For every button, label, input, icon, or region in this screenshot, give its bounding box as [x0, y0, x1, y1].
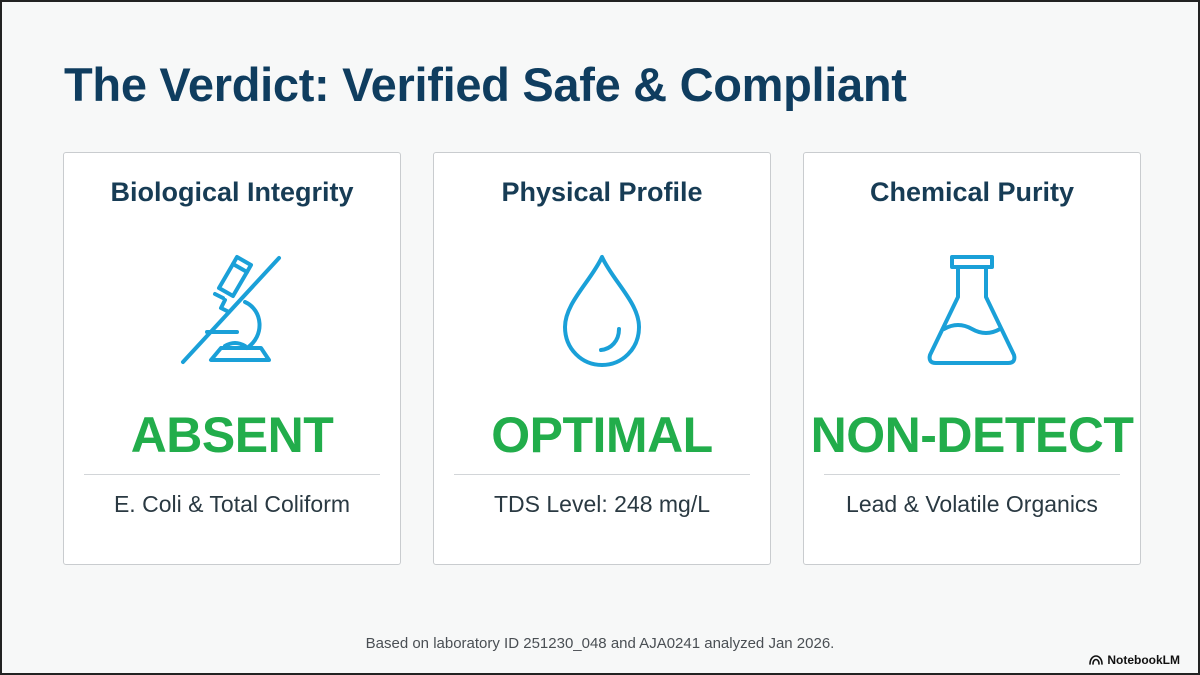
card-detail: Lead & Volatile Organics	[846, 491, 1098, 517]
card-heading: Chemical Purity	[869, 177, 1075, 207]
card-chemical-purity: Chemical Purity NON-DETECT Lead & Volati…	[803, 152, 1141, 565]
card-divider	[824, 474, 1120, 475]
microscope-crossed-icon	[64, 248, 400, 373]
status-value: OPTIMAL	[491, 407, 713, 463]
water-drop-icon	[434, 248, 770, 373]
status-value: ABSENT	[130, 407, 334, 463]
card-biological-integrity: Biological Integrity ABSENT	[63, 152, 401, 565]
slide-title: The Verdict: Verified Safe & Compliant	[64, 58, 907, 111]
notebooklm-icon	[1089, 655, 1104, 665]
card-heading: Biological Integrity	[110, 177, 354, 207]
status-value: NON-DETECT	[810, 407, 1134, 463]
card-physical-profile: Physical Profile OPTIMAL TDS Level: 248 …	[433, 152, 771, 565]
brand-logo: NotebookLM	[1089, 653, 1180, 667]
brand-name: NotebookLM	[1107, 653, 1180, 667]
card-divider	[454, 474, 750, 475]
card-heading: Physical Profile	[501, 177, 703, 207]
footnote: Based on laboratory ID 251230_048 and AJ…	[365, 635, 835, 652]
card-divider	[84, 474, 380, 475]
flask-icon	[804, 248, 1140, 373]
card-detail: E. Coli & Total Coliform	[113, 491, 351, 517]
card-detail: TDS Level: 248 mg/L	[493, 491, 711, 517]
